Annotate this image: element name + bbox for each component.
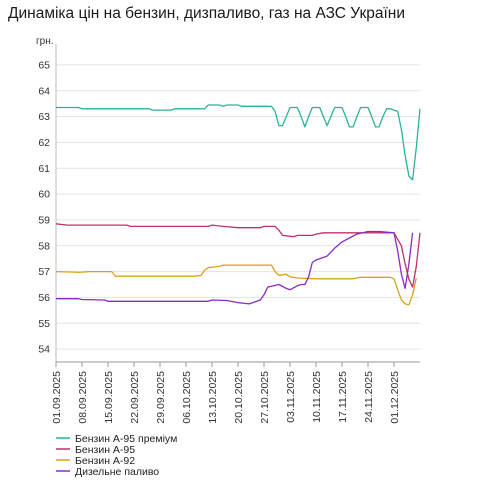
x-tick-label: 06.10.2025 — [181, 371, 193, 424]
chart-title: Динаміка цін на бензин, дизпаливо, газ н… — [8, 5, 406, 22]
legend-label: Дизельне паливо — [75, 466, 159, 478]
y-tick-label: 55 — [38, 318, 50, 330]
x-tick-label: 22.09.2025 — [129, 371, 141, 424]
series-line-2 — [55, 223, 421, 288]
y-tick-label: 64 — [38, 85, 50, 97]
axis-layer: грн. 54 55 56 57 58 59 60 61 62 63 64 65 01.09.2025 08… — [36, 36, 420, 424]
y-tick-label: 65 — [38, 59, 50, 71]
x-tick-label: 01.12.2025 — [389, 371, 401, 424]
series-line-1 — [56, 104, 421, 181]
y-tick-label: 60 — [38, 189, 50, 201]
x-tick-label: 24.11.2025 — [363, 371, 375, 423]
y-tick-label: 56 — [38, 292, 50, 304]
y-tick-label: 61 — [38, 163, 50, 175]
series-layer — [55, 104, 421, 306]
y-tick-label: 63 — [38, 111, 50, 123]
x-tick-label: 20.10.2025 — [233, 371, 245, 424]
y-tick-label: 57 — [38, 266, 50, 278]
series-line-3 — [55, 264, 417, 306]
y-tick-label: 54 — [38, 344, 50, 356]
x-tick-label: 10.11.2025 — [311, 371, 323, 423]
x-tick-label: 17.11.2025 — [337, 371, 349, 423]
y-unit-label: грн. — [36, 36, 54, 47]
x-tick-label: 29.09.2025 — [155, 371, 167, 424]
legend-label: Бензин А-95 — [75, 444, 135, 456]
legend-label: Бензин А-92 — [75, 455, 135, 467]
legend-label: Бензин А-95 преміум — [75, 433, 177, 445]
y-tick-label: 58 — [38, 240, 50, 252]
x-tick-label: 01.09.2025 — [51, 371, 63, 424]
x-tick-label: 27.10.2025 — [259, 371, 271, 424]
x-tick-label: 03.11.2025 — [285, 371, 297, 423]
grid-layer — [56, 64, 420, 350]
x-tick-label: 15.09.2025 — [103, 371, 115, 424]
series-line-4 — [56, 230, 414, 305]
x-tick-label: 13.10.2025 — [207, 371, 219, 424]
y-tick-label: 62 — [38, 137, 50, 149]
x-tick-label: 08.09.2025 — [77, 371, 89, 424]
y-tick-label: 59 — [38, 214, 50, 226]
